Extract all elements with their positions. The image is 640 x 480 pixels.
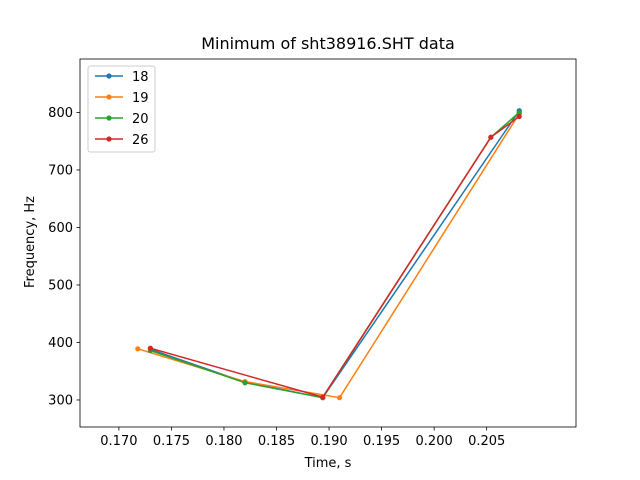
plot-area: 0.170 0.175 0.180 0.185 0.190 0.195 0.200 0.205… (48, 58, 577, 449)
x-tick-label: 0.205 (468, 434, 505, 449)
y-tick-label: 400 (48, 336, 73, 351)
legend-marker-18 (106, 73, 112, 79)
legend-label-20: 20 (132, 112, 149, 127)
data-point-26-0 (147, 345, 154, 351)
x-tick-label: 0.195 (363, 434, 400, 449)
data-point-26-2 (488, 134, 494, 140)
y-tick-label: 500 (48, 278, 73, 293)
legend-marker-26 (106, 136, 112, 142)
data-point-19-2 (336, 395, 343, 401)
y-tick-label: 300 (48, 393, 73, 408)
plot-frame (79, 58, 577, 428)
legend-box (87, 65, 156, 153)
legend-marker-19 (106, 94, 112, 100)
x-tick-label: 0.170 (100, 434, 137, 449)
series-line-26 (149, 115, 521, 398)
x-tick-label: 0.175 (153, 434, 190, 449)
chart-title: Minimum of sht38916.SHT data (201, 34, 455, 53)
data-point-20-1 (242, 380, 248, 386)
legend-marker-20 (106, 115, 112, 121)
legend-label-19: 19 (132, 91, 149, 106)
x-tick-label: 0.200 (416, 434, 453, 449)
y-axis-label: Frequency, Hz (23, 196, 38, 288)
x-axis-label: Time, s (304, 456, 352, 471)
legend-label-18: 18 (132, 70, 149, 85)
legend-label-26: 26 (132, 133, 149, 148)
y-tick-label: 800 (48, 106, 73, 121)
x-tick-label: 0.190 (310, 434, 347, 449)
y-tick-label: 600 (48, 221, 73, 236)
y-tick-label: 700 (48, 163, 73, 178)
data-point-26-3 (516, 113, 522, 120)
x-tick-label: 0.180 (205, 434, 242, 449)
data-point-26-1 (320, 394, 326, 400)
data-point-19-0 (135, 346, 141, 352)
data-point-20-4 (516, 109, 522, 116)
x-tick-label: 0.185 (258, 434, 295, 449)
